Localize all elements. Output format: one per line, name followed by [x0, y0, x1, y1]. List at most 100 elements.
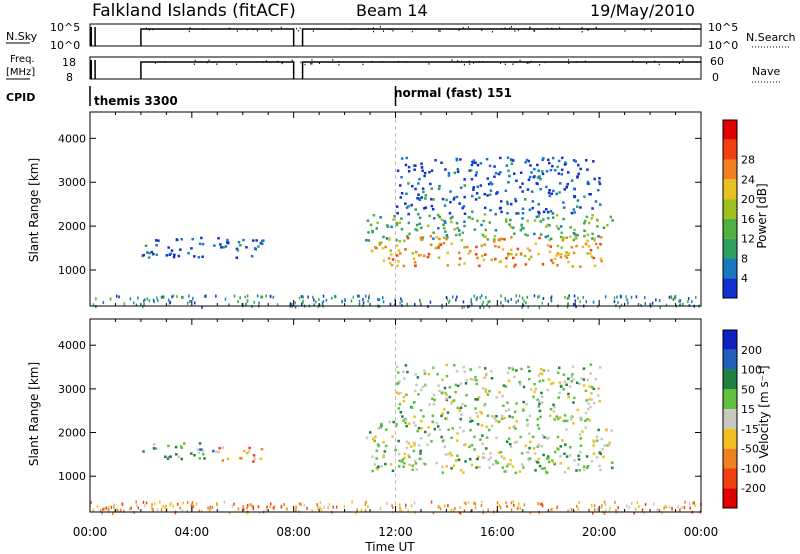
power-cell	[135, 303, 138, 307]
velocity-cell	[423, 369, 426, 372]
velocity-cell	[164, 455, 167, 458]
velocity-cell	[446, 411, 450, 414]
velocity-cell	[413, 415, 416, 418]
power-cell	[527, 159, 530, 163]
power-cell	[575, 244, 578, 248]
velocity-cell	[394, 424, 398, 428]
power-cell	[422, 190, 425, 194]
velocity-colorbar-swatch	[723, 389, 737, 410]
power-cell	[187, 252, 190, 255]
power-cell	[546, 223, 550, 227]
power-cell	[493, 238, 496, 241]
power-cell	[687, 297, 690, 301]
power-cell	[548, 189, 551, 192]
power-cell	[665, 303, 668, 307]
cpid-mode-2: normal (fast) 151	[394, 86, 512, 100]
velocity-cell	[372, 437, 375, 441]
power-cell	[547, 158, 550, 162]
velocity-cell	[438, 505, 440, 509]
velocity-cell	[558, 381, 562, 384]
velocity-cell	[436, 372, 439, 376]
velocity-cell	[534, 387, 538, 391]
power-cell	[455, 221, 459, 225]
velocity-cell	[562, 373, 566, 376]
nsky-strip-speck	[297, 29, 299, 32]
power-cell	[485, 157, 489, 161]
power-cell	[570, 246, 574, 249]
nsky-strip-speck	[411, 30, 413, 33]
power-cell	[488, 193, 492, 196]
power-cell	[560, 231, 563, 234]
nsky-strip-speck	[382, 30, 384, 32]
velocity-cell	[410, 406, 414, 409]
velocity-cell	[179, 506, 181, 510]
power-cell	[417, 193, 420, 196]
velocity-cell	[536, 423, 540, 427]
power-cell	[567, 302, 569, 306]
velocity-cell	[382, 455, 385, 459]
power-cell	[497, 238, 500, 242]
power-cell	[160, 295, 163, 299]
velocity-cell	[154, 447, 158, 450]
power-cell	[193, 255, 196, 258]
freq-strip-speck	[208, 59, 210, 62]
power-cell	[489, 209, 492, 212]
power-cell	[563, 188, 566, 191]
velocity-ytick-label: 2000	[58, 427, 86, 440]
power-cell	[407, 221, 411, 225]
velocity-cell	[483, 404, 486, 407]
power-cell	[537, 295, 539, 299]
power-cell	[449, 200, 452, 204]
velocity-cell	[242, 505, 244, 509]
velocity-cell	[522, 409, 525, 412]
power-cell	[537, 214, 540, 218]
power-cell	[301, 302, 303, 306]
velocity-cell	[252, 454, 256, 457]
velocity-cell	[519, 383, 522, 386]
power-cell	[389, 302, 392, 306]
velocity-cell	[407, 442, 411, 445]
velocity-cell	[286, 507, 288, 511]
power-cell	[482, 219, 485, 223]
power-cell	[394, 303, 396, 307]
nsky-strip-speck	[392, 30, 394, 32]
power-cell	[399, 184, 402, 187]
freq-strip-speck	[318, 62, 320, 64]
power-cell	[289, 302, 292, 306]
velocity-cell	[500, 455, 503, 458]
power-cell	[492, 240, 496, 243]
velocity-cell	[248, 446, 251, 450]
nsky-strip-speck	[188, 30, 190, 33]
power-cell	[484, 228, 487, 232]
velocity-cell	[398, 459, 401, 462]
power-cell	[162, 295, 164, 299]
freq-strip-speck	[469, 63, 471, 65]
nsky-strip-speck	[650, 30, 652, 32]
power-cell	[565, 256, 569, 259]
power-cell	[446, 264, 449, 267]
velocity-colorbar-tick: 200	[741, 344, 762, 357]
power-cell	[387, 257, 391, 260]
velocity-cell	[503, 457, 506, 460]
power-cell	[155, 244, 158, 247]
velocity-cell	[562, 419, 566, 423]
nsky-strip-speck	[350, 28, 352, 31]
power-cell	[481, 303, 483, 307]
velocity-cell	[599, 452, 602, 456]
power-cell	[417, 212, 420, 216]
velocity-cell	[245, 452, 249, 455]
power-cell	[441, 305, 443, 309]
power-cell	[499, 206, 502, 210]
power-cell	[560, 173, 564, 176]
nsky-strip-speck	[367, 28, 369, 30]
power-cell	[592, 160, 595, 163]
power-cell	[434, 246, 438, 250]
power-cell	[442, 242, 446, 245]
power-cell	[224, 297, 227, 301]
power-cell	[498, 239, 502, 242]
power-cell	[594, 242, 598, 246]
velocity-cell	[605, 508, 607, 512]
freq-strip-speck	[310, 63, 312, 65]
power-cell	[423, 207, 426, 210]
nsky-strip-speck	[529, 27, 531, 29]
